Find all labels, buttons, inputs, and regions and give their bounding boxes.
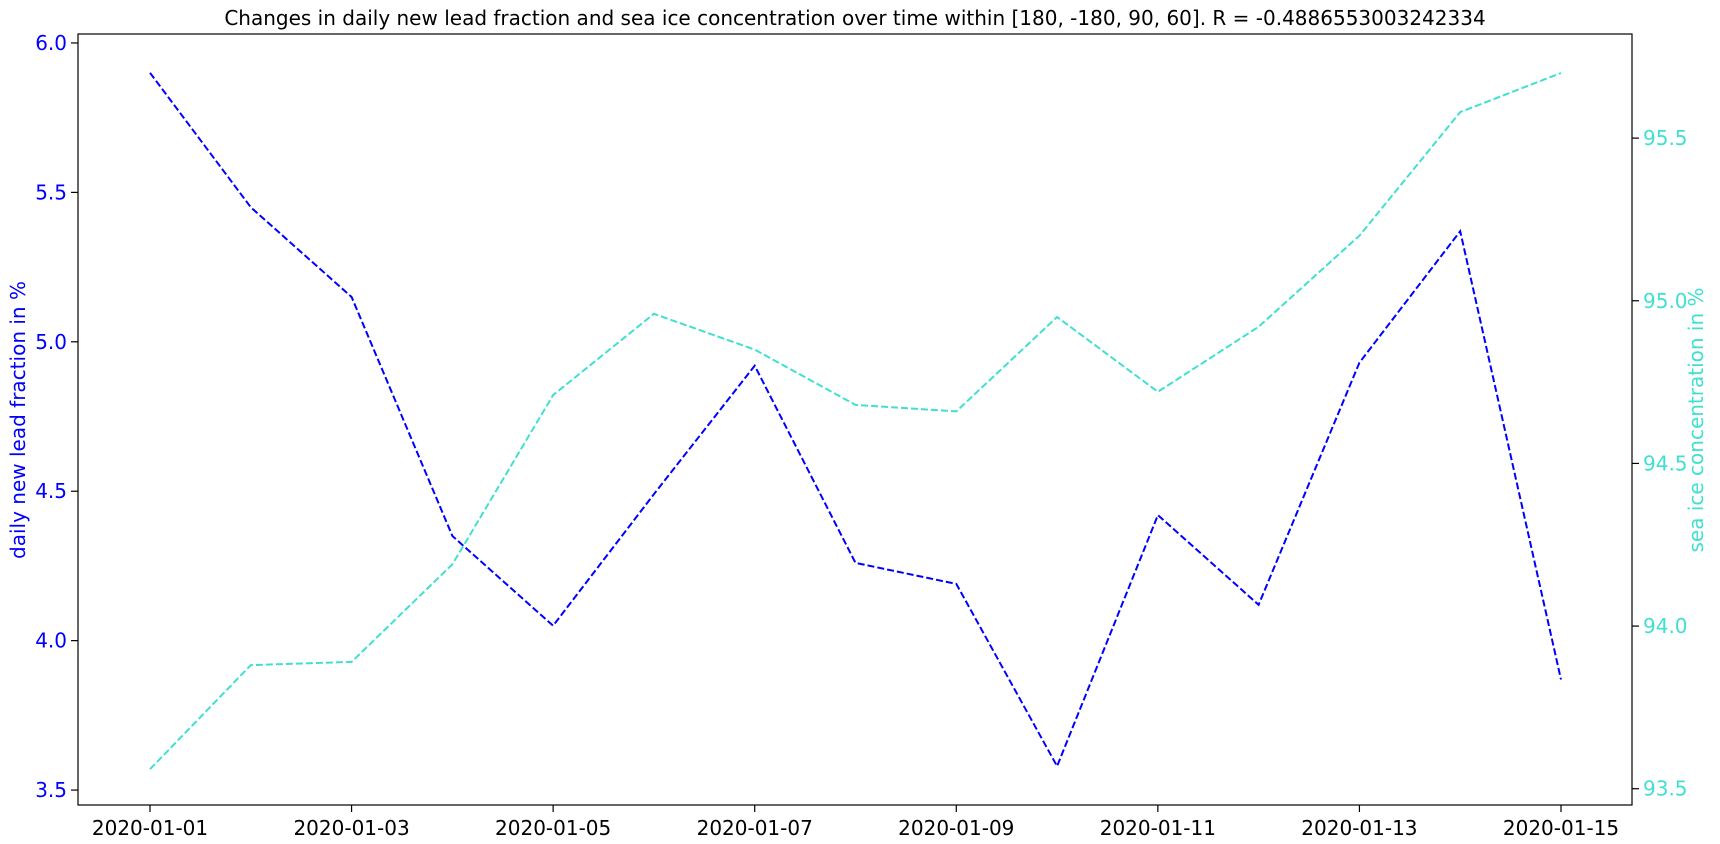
left-tick-label: 4.0 <box>35 629 67 653</box>
right-tick-label: 94.0 <box>1643 614 1688 638</box>
x-tick-label: 2020-01-03 <box>293 816 409 840</box>
left-tick-label: 5.5 <box>35 180 67 204</box>
x-tick-label: 2020-01-15 <box>1503 816 1619 840</box>
chart-title: Changes in daily new lead fraction and s… <box>224 6 1485 30</box>
x-tick-label: 2020-01-01 <box>92 816 208 840</box>
right-tick-label: 94.5 <box>1643 451 1688 475</box>
lead-fraction-line <box>149 72 1562 769</box>
x-tick-label: 2020-01-07 <box>697 816 813 840</box>
x-tick-label: 2020-01-13 <box>1301 816 1417 840</box>
left-tick-label: 4.5 <box>35 479 67 503</box>
plot-frame <box>77 33 1633 806</box>
x-tick-label: 2020-01-09 <box>898 816 1014 840</box>
series-lines <box>149 72 1562 770</box>
right-axis-label: sea ice concentration in % <box>1684 287 1708 552</box>
right-tick-label: 93.5 <box>1643 777 1688 801</box>
right-tick-label: 95.0 <box>1643 289 1688 313</box>
right-tick-label: 95.5 <box>1643 126 1688 150</box>
left-tick-label: 6.0 <box>35 31 67 55</box>
sea-ice-line <box>149 72 1562 770</box>
x-tick-label: 2020-01-11 <box>1100 816 1216 840</box>
left-axis-label: daily new lead fraction in % <box>6 281 30 559</box>
left-tick-label: 5.0 <box>35 330 67 354</box>
left-tick-label: 3.5 <box>35 778 67 802</box>
x-tick-label: 2020-01-05 <box>495 816 611 840</box>
left-axis-ticks: 3.5 4.0 4.5 5.0 5.5 6.0 <box>35 31 78 802</box>
x-axis-ticks: 2020-01-01 2020-01-03 2020-01-05 2020-01-07… <box>92 805 1619 840</box>
right-axis-ticks: 93.5 94.0 94.5 95.0 95.5 <box>1632 126 1688 801</box>
